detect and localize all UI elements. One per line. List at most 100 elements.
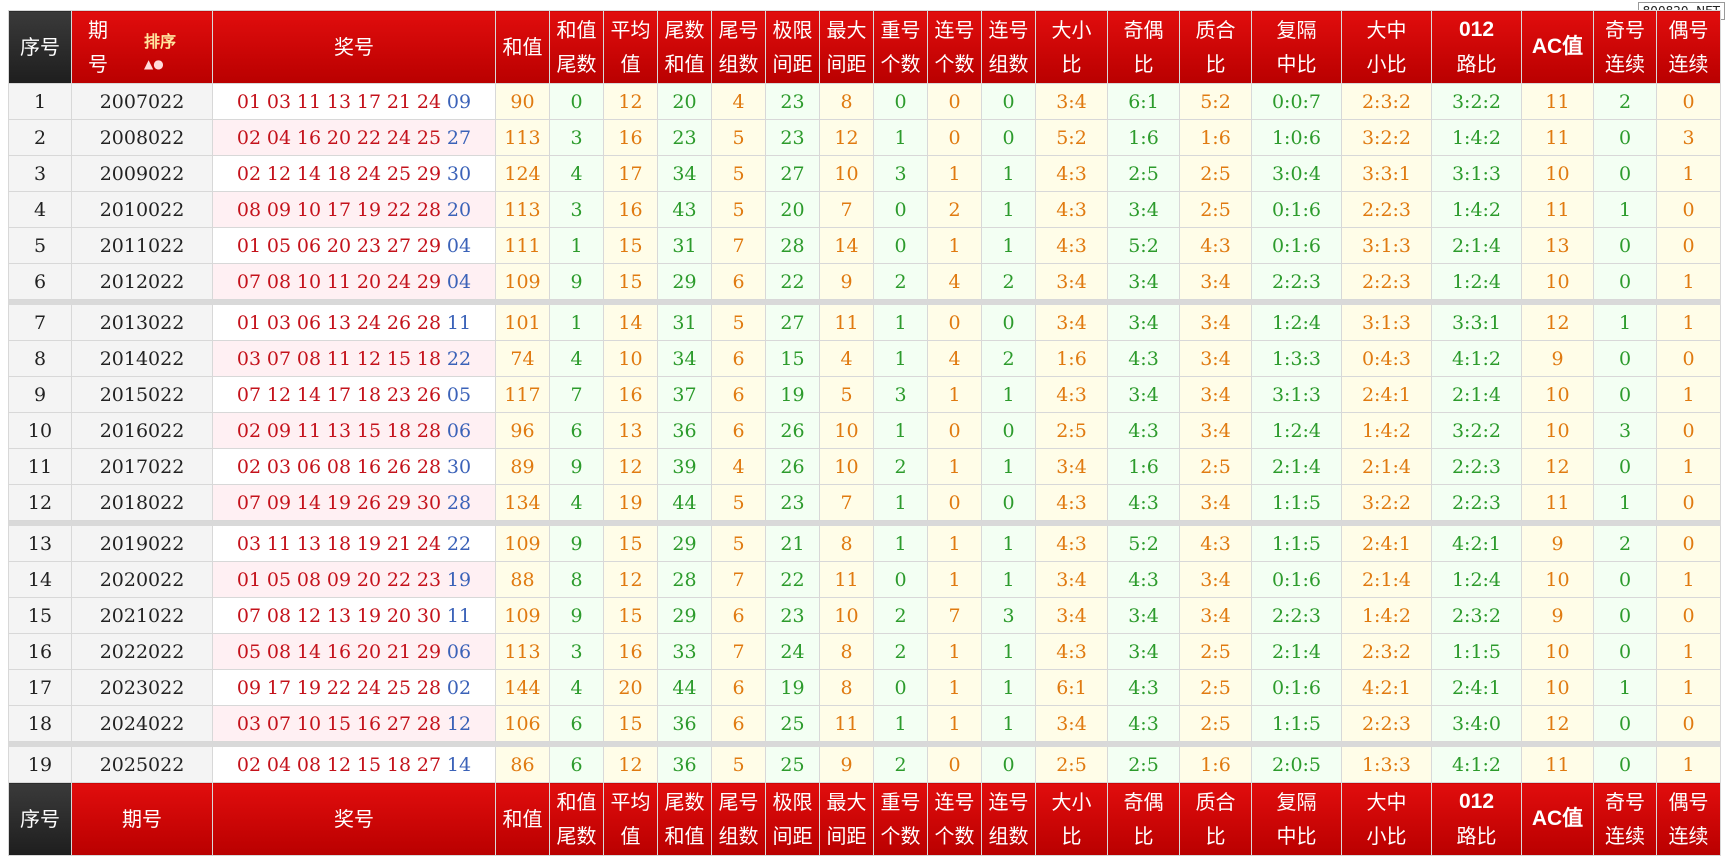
ball-number: 28 xyxy=(416,198,442,221)
cell-seq: 10 xyxy=(8,412,72,449)
cell-oddeven: 2:5 xyxy=(1107,155,1180,192)
cell-ac: 10 xyxy=(1521,155,1594,192)
ball-number: 24 xyxy=(416,90,442,113)
cell-consecgroups: 0 xyxy=(981,119,1036,156)
table-row: 8 2014022 03 07 08 11 12 15 18 22 74 4 10 34 6 15 4 1 4 2 1:… xyxy=(8,340,1721,377)
ball-number: 20 xyxy=(326,234,352,257)
footer-ac: AC值 xyxy=(1521,782,1594,856)
footer-col-1: 平均值 xyxy=(603,782,658,856)
cell-consec: 1 xyxy=(927,633,982,670)
cell-seq: 6 xyxy=(8,263,72,300)
ball-number: 24 xyxy=(356,676,382,699)
cell-dzx: 2:2:3 xyxy=(1341,191,1432,228)
header-col-0: 和值 尾数 xyxy=(549,10,604,84)
cell-oddeven: 4:3 xyxy=(1107,669,1180,706)
ball-number: 16 xyxy=(326,640,352,663)
ball-number: 17 xyxy=(266,676,292,699)
footer-col-8: 连号 组数 xyxy=(981,782,1036,856)
cell-ac: 10 xyxy=(1521,669,1594,706)
cell-winning-numbers: 02 04 16 20 22 24 25 27 xyxy=(212,119,496,156)
cell-bigsmall: 4:3 xyxy=(1035,155,1108,192)
header-col-11: 质合比 xyxy=(1179,10,1252,84)
ball-number: 14 xyxy=(296,640,322,663)
cell-dzx: 1:4:2 xyxy=(1341,597,1432,634)
cell-avg: 15 xyxy=(603,705,658,742)
ball-number: 11 xyxy=(296,419,322,442)
header-col-5: 最大 间距 xyxy=(819,10,874,84)
ball-number: 22 xyxy=(326,676,352,699)
cell-limit: 21 xyxy=(765,525,820,562)
sort-arrows-icon[interactable]: ▲● xyxy=(144,57,164,71)
cell-prime: 2:5 xyxy=(1179,448,1252,485)
cell-oddeven: 4:3 xyxy=(1107,561,1180,598)
cell-oddeven: 3:4 xyxy=(1107,304,1180,341)
cell-tailsum: 43 xyxy=(657,191,712,228)
cell-consecgroups: 0 xyxy=(981,83,1036,120)
ball-number: 07 xyxy=(266,712,292,735)
ball-number: 12 xyxy=(296,604,322,627)
cell-consecgroups: 1 xyxy=(981,705,1036,742)
footer-col-2-bottom: 和值 xyxy=(664,824,705,848)
cell-limit: 22 xyxy=(765,561,820,598)
cell-evenrun: 1 xyxy=(1656,448,1721,485)
cell-r012: 1:1:5 xyxy=(1431,633,1522,670)
cell-winning-numbers: 07 08 10 11 20 24 29 04 xyxy=(212,263,496,300)
cell-oddrun: 0 xyxy=(1593,227,1657,264)
cell-winning-numbers: 02 04 08 12 15 18 27 14 xyxy=(212,746,496,783)
cell-winning-numbers: 03 07 08 11 12 15 18 22 xyxy=(212,340,496,377)
cell-consecgroups: 2 xyxy=(981,263,1036,300)
ball-number: 20 xyxy=(326,126,352,149)
cell-sum: 134 xyxy=(495,484,550,521)
cell-avg: 15 xyxy=(603,227,658,264)
cell-seq: 14 xyxy=(8,561,72,598)
cell-maxgap: 4 xyxy=(819,340,874,377)
cell-tailsum: 33 xyxy=(657,633,712,670)
cell-bigsmall: 4:3 xyxy=(1035,227,1108,264)
cell-seq: 5 xyxy=(8,227,72,264)
cell-maxgap: 10 xyxy=(819,448,874,485)
cell-repeat: 2 xyxy=(873,633,928,670)
cell-oddeven: 2:5 xyxy=(1107,746,1180,783)
header-row: 序号 期 号 排序 ▲● 奖号 和值 和值 尾数 平均值 尾数 和值 尾号 组数 极限… xyxy=(8,10,1721,84)
cell-tailsum: 31 xyxy=(657,227,712,264)
cell-limit: 23 xyxy=(765,83,820,120)
cell-r012: 3:2:2 xyxy=(1431,83,1522,120)
table-row: 16 2022022 05 08 14 16 20 21 29 06 113 3 16 33 7 24 8 2 1 1… xyxy=(8,633,1721,670)
footer-col-4: 极限 间距 xyxy=(765,782,820,856)
cell-tail: 4 xyxy=(549,484,604,521)
ball-number: 05 xyxy=(236,640,262,663)
cell-bigsmall: 3:4 xyxy=(1035,263,1108,300)
cell-consecgroups: 1 xyxy=(981,191,1036,228)
ball-number: 24 xyxy=(386,126,412,149)
cell-oddeven: 5:2 xyxy=(1107,227,1180,264)
footer-col-3-bottom: 组数 xyxy=(718,824,759,848)
header-col-6-bottom: 个数 xyxy=(880,52,921,76)
ball-number: 03 xyxy=(236,347,262,370)
cell-tail: 9 xyxy=(549,448,604,485)
cell-tailgroups: 6 xyxy=(711,340,766,377)
header-col-10-bottom: 比 xyxy=(1133,52,1154,76)
footer-even-run-bottom: 连续 xyxy=(1668,824,1709,848)
cell-prime: 2:5 xyxy=(1179,669,1252,706)
header-numbers: 奖号 xyxy=(212,10,496,84)
cell-avg: 16 xyxy=(603,191,658,228)
special-number: 11 xyxy=(446,604,472,627)
ball-number: 18 xyxy=(326,162,352,185)
cell-seq: 18 xyxy=(8,705,72,742)
cell-bigsmall: 2:5 xyxy=(1035,412,1108,449)
table-row: 5 2011022 01 05 06 20 23 27 29 04 111 1 15 31 7 28 14 0 1 1… xyxy=(8,227,1721,264)
cell-oddrun: 0 xyxy=(1593,448,1657,485)
cell-dzx: 3:3:1 xyxy=(1341,155,1432,192)
cell-evenrun: 1 xyxy=(1656,669,1721,706)
header-col-11-top: 质合 xyxy=(1195,18,1236,42)
cell-period: 2015022 xyxy=(71,376,213,413)
ball-number: 27 xyxy=(386,712,412,735)
cell-evenrun: 0 xyxy=(1656,340,1721,377)
header-col-10: 奇偶比 xyxy=(1107,10,1180,84)
sort-button[interactable]: 排序 xyxy=(144,32,177,51)
cell-prime: 3:4 xyxy=(1179,561,1252,598)
cell-ac: 9 xyxy=(1521,525,1594,562)
header-period[interactable]: 期 号 排序 ▲● xyxy=(71,10,213,84)
cell-tailgroups: 5 xyxy=(711,191,766,228)
header-odd-run-top: 奇号 xyxy=(1605,18,1645,42)
